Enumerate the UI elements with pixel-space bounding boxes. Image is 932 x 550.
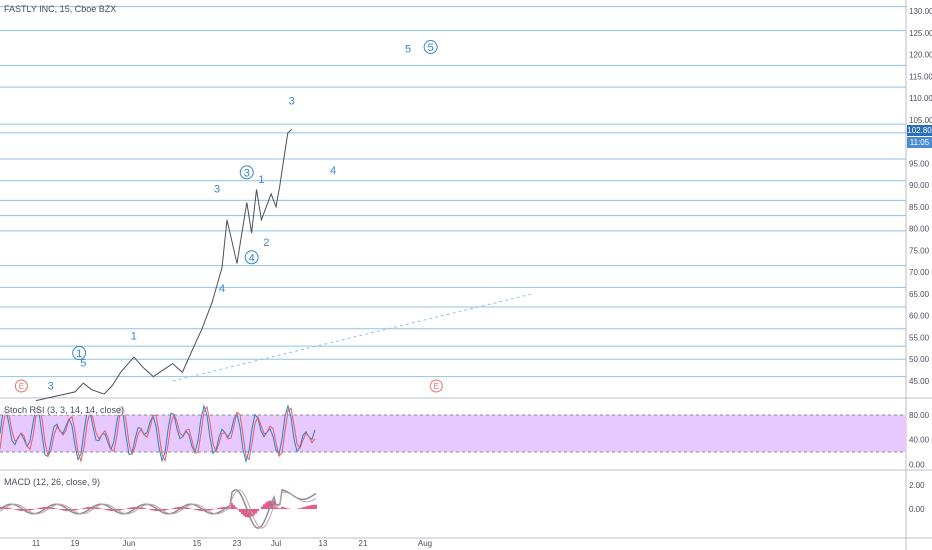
macd-label: MACD (12, 26, close, 9)	[2, 477, 103, 487]
price-tick-label: 65.00	[909, 290, 930, 299]
wave-circle	[244, 250, 259, 265]
price-tick-label: 90.00	[909, 181, 930, 190]
symbol-title: FASTLY INC, 15, Cboe BZX	[4, 4, 117, 14]
price-tick-label: 125.00	[909, 29, 932, 38]
earnings-label: E	[434, 382, 439, 391]
time-tick-label: 15	[193, 539, 202, 548]
stoch-tick-label: 40.00	[909, 436, 930, 445]
price-tick-label: 75.00	[909, 246, 930, 255]
price-tick-label: 95.00	[909, 159, 930, 168]
wave-label: 2	[263, 237, 269, 249]
time-tick-label: Jun	[123, 539, 136, 548]
time-tick-label: 11	[32, 539, 41, 548]
earnings-marker	[14, 379, 28, 393]
price-tick-label: 55.00	[909, 333, 930, 342]
circled-wave-label: 1	[76, 348, 82, 360]
wave-circle	[239, 165, 254, 180]
wave-label: 4	[219, 283, 225, 295]
price-tick-label: 85.00	[909, 203, 930, 212]
time-tick-label: Jul	[271, 539, 281, 548]
wave-label: 1	[258, 174, 264, 186]
price-tick-label: 115.00	[909, 72, 932, 81]
wave-label: 3	[289, 96, 295, 108]
wave-label: 4	[330, 165, 336, 177]
wave-label: 1	[131, 331, 137, 343]
price-tick-label: 70.00	[909, 268, 930, 277]
macd-signal-line	[0, 489, 317, 529]
wave-label: 5	[80, 358, 86, 370]
time-tick-label: 13	[319, 539, 328, 548]
price-tick-label: 80.00	[909, 225, 930, 234]
stoch-tick-label: 80.00	[909, 411, 930, 420]
price-tick-label: 60.00	[909, 312, 930, 321]
macd-tick-label: 2.00	[909, 481, 925, 490]
wave-circle	[72, 346, 87, 361]
stoch-rsi-label: Stoch RSI (3, 3, 14, 14, close)	[2, 405, 127, 415]
time-tick-label: 21	[359, 539, 368, 548]
earnings-label: E	[19, 382, 24, 391]
earnings-marker	[429, 379, 443, 393]
time-tick-label: 19	[71, 539, 80, 548]
price-tick-label: 110.00	[909, 94, 932, 103]
price-tick-label: 105.00	[909, 116, 932, 125]
countdown-badge: 11:05	[907, 137, 932, 148]
time-tick-label: Aug	[418, 539, 432, 548]
wave-label: 3	[48, 381, 54, 393]
price-tick-label: 120.00	[909, 51, 932, 60]
macd-tick-label: 0.00	[909, 505, 925, 514]
wave-circle	[423, 40, 438, 55]
stoch-d-line	[0, 404, 316, 463]
macd-line	[0, 488, 317, 530]
wave-label: 3	[214, 184, 220, 196]
price-tick-label: 45.00	[909, 377, 930, 386]
last-price-badge: 102.80	[907, 125, 932, 136]
stoch-k-line	[0, 404, 316, 464]
time-tick-label: 23	[233, 539, 242, 548]
circled-wave-label: 4	[249, 252, 255, 264]
price-tick-label: 50.00	[909, 355, 930, 364]
trendline	[172, 293, 533, 382]
stoch-band	[0, 415, 906, 452]
price-tick-label: 130.00	[909, 7, 932, 16]
stoch-tick-label: 0.00	[909, 460, 925, 469]
circled-wave-label: 5	[428, 42, 434, 54]
circled-wave-label: 3	[244, 167, 250, 179]
wave-label: 5	[405, 43, 411, 55]
price-series	[35, 129, 293, 402]
